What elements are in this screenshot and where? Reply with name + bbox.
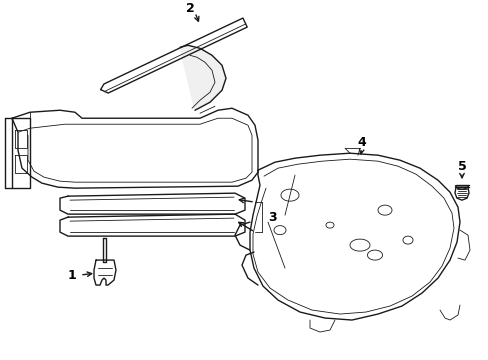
Polygon shape — [12, 108, 258, 188]
Polygon shape — [60, 214, 244, 236]
Polygon shape — [60, 193, 244, 214]
Polygon shape — [242, 252, 258, 285]
Text: 4: 4 — [357, 136, 366, 149]
Polygon shape — [235, 222, 249, 250]
Polygon shape — [454, 187, 468, 200]
Text: 2: 2 — [185, 2, 194, 15]
Polygon shape — [180, 45, 225, 110]
Text: 1: 1 — [67, 269, 76, 282]
Polygon shape — [103, 238, 106, 262]
Text: 3: 3 — [267, 211, 276, 224]
Polygon shape — [12, 118, 30, 188]
Polygon shape — [249, 153, 459, 320]
Polygon shape — [94, 260, 116, 285]
Polygon shape — [101, 18, 247, 93]
Text: 5: 5 — [457, 160, 466, 173]
